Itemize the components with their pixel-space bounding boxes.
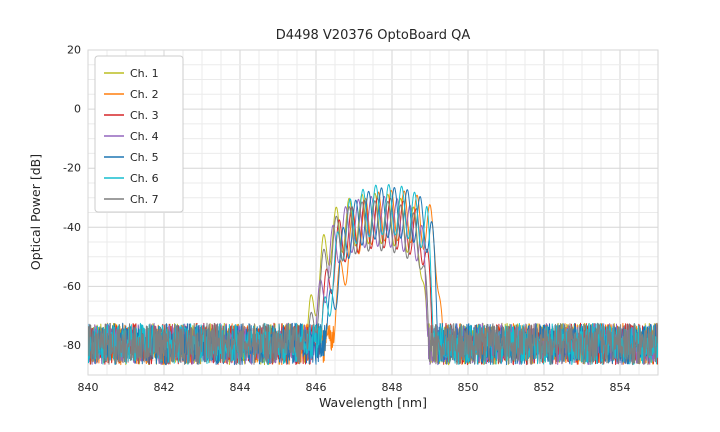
series-line-ch7 bbox=[88, 200, 658, 366]
y-tick-label: -60 bbox=[63, 280, 81, 293]
legend-label-ch5: Ch. 5 bbox=[130, 151, 159, 164]
x-tick-label: 844 bbox=[230, 381, 251, 394]
legend-label-ch4: Ch. 4 bbox=[130, 130, 159, 143]
legend-box bbox=[94, 55, 184, 213]
x-tick-label: 850 bbox=[458, 381, 479, 394]
legend-label-ch1: Ch. 1 bbox=[130, 67, 159, 80]
y-tick-label: -40 bbox=[63, 221, 81, 234]
legend-label-ch2: Ch. 2 bbox=[130, 88, 159, 101]
y-tick-label: -20 bbox=[63, 162, 81, 175]
plot-root: 840 842 844 846 848 850 852 854 20 0 -20 -40 -60 -80 C… bbox=[63, 44, 659, 395]
legend-label-ch7: Ch. 7 bbox=[130, 193, 159, 206]
y-tick-label: -80 bbox=[63, 339, 81, 352]
y-axis-label: Optical Power [dB] bbox=[28, 154, 43, 270]
x-tick-label: 848 bbox=[382, 381, 403, 394]
series-line-ch5 bbox=[88, 187, 658, 366]
chart-title: D4498 V20376 OptoBoard QA bbox=[276, 28, 471, 43]
x-tick-label: 854 bbox=[610, 381, 631, 394]
tick-labels: 840 842 844 846 848 850 852 854 20 0 -20 -40 -60 -80 bbox=[63, 44, 630, 395]
legend-label-ch6: Ch. 6 bbox=[130, 172, 159, 185]
x-tick-label: 840 bbox=[78, 381, 99, 394]
plot-border bbox=[87, 49, 659, 376]
x-tick-label: 852 bbox=[534, 381, 555, 394]
y-tick-label: 0 bbox=[74, 103, 81, 116]
x-axis-label: Wavelength [nm] bbox=[319, 395, 427, 410]
y-tick-label: 20 bbox=[67, 44, 81, 57]
legend-label-ch3: Ch. 3 bbox=[130, 109, 159, 122]
x-tick-label: 846 bbox=[306, 381, 327, 394]
x-tick-label: 842 bbox=[154, 381, 175, 394]
series-group bbox=[88, 184, 658, 366]
legend: Ch. 1 Ch. 2 Ch. 3 Ch. 4 Ch. 5 Ch. 6 Ch. 7 bbox=[94, 55, 184, 213]
